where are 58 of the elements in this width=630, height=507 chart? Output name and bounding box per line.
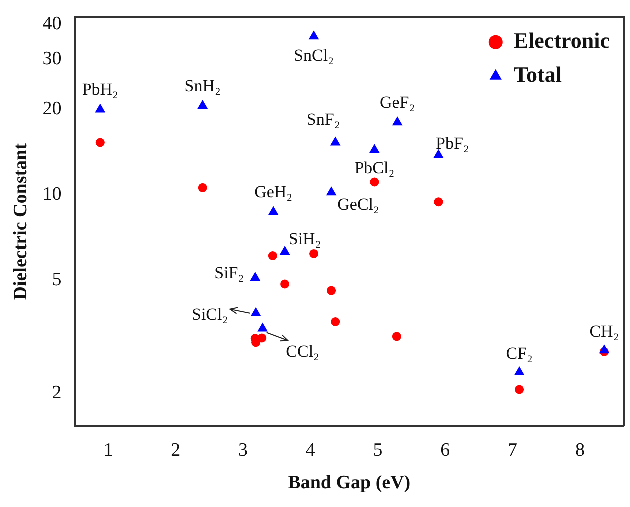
point (258, 334, 267, 343)
point (258, 322, 268, 332)
annotation: SiH₂ (288, 229, 322, 248)
x-tick-label: 1 (104, 440, 114, 461)
point (95, 104, 106, 113)
point (310, 249, 319, 258)
point (250, 272, 261, 282)
point (515, 385, 524, 394)
point (268, 251, 278, 260)
point (331, 318, 340, 327)
annotation: SnH₂ (184, 76, 221, 96)
x-axis-title: Band Gap (eV) (288, 472, 411, 494)
x-tick-label: 6 (440, 440, 450, 461)
x-tick-label: 3 (238, 440, 248, 461)
y-tick-label: 5 (52, 269, 62, 290)
x-tick-label: 8 (575, 440, 585, 461)
point (327, 286, 336, 296)
point (370, 178, 380, 187)
annotation: SiF₂ (214, 264, 244, 283)
point (599, 344, 610, 354)
x-tick-label: 2 (171, 440, 181, 461)
point (369, 144, 380, 154)
annotation: PbCl₂ (354, 158, 395, 178)
x-tick-label: 4 (306, 440, 316, 461)
point (280, 280, 290, 289)
point (392, 116, 403, 126)
y-tick-label: 30 (42, 48, 62, 70)
annotation: CF₂ (506, 344, 533, 363)
point (268, 206, 279, 216)
annotation: SnF₂ (306, 110, 340, 130)
annotation: CCl₂ (286, 342, 320, 362)
annotation: GeF₂ (380, 93, 416, 112)
y-tick-label: 10 (42, 184, 62, 206)
point (198, 183, 208, 192)
y-tick-label: 2 (52, 382, 62, 404)
y-tick-label: 20 (42, 98, 62, 120)
x-tick-label: 7 (508, 440, 518, 461)
point (250, 307, 262, 316)
annotation: CH₂ (590, 322, 620, 342)
point (434, 198, 444, 207)
point (392, 332, 402, 342)
point (198, 100, 208, 110)
annotation: PbH₂ (82, 80, 118, 100)
point (280, 246, 290, 256)
y-axis-title: Dielectric Constant (10, 142, 32, 300)
point (96, 138, 105, 148)
point (326, 186, 337, 196)
annotation: GeCl₂ (338, 195, 380, 214)
legend-label: Total (514, 62, 562, 88)
annotation: SiCl₂ (192, 304, 228, 324)
y-tick-label: 40 (42, 13, 62, 34)
point (330, 136, 341, 146)
point (308, 30, 320, 40)
x-tick-label: 5 (373, 440, 383, 461)
legend-label: Electronic (514, 28, 610, 54)
annotation: PbF₂ (436, 134, 470, 153)
annotation: SnCl₂ (294, 46, 334, 66)
annotation: GeH₂ (254, 182, 293, 202)
